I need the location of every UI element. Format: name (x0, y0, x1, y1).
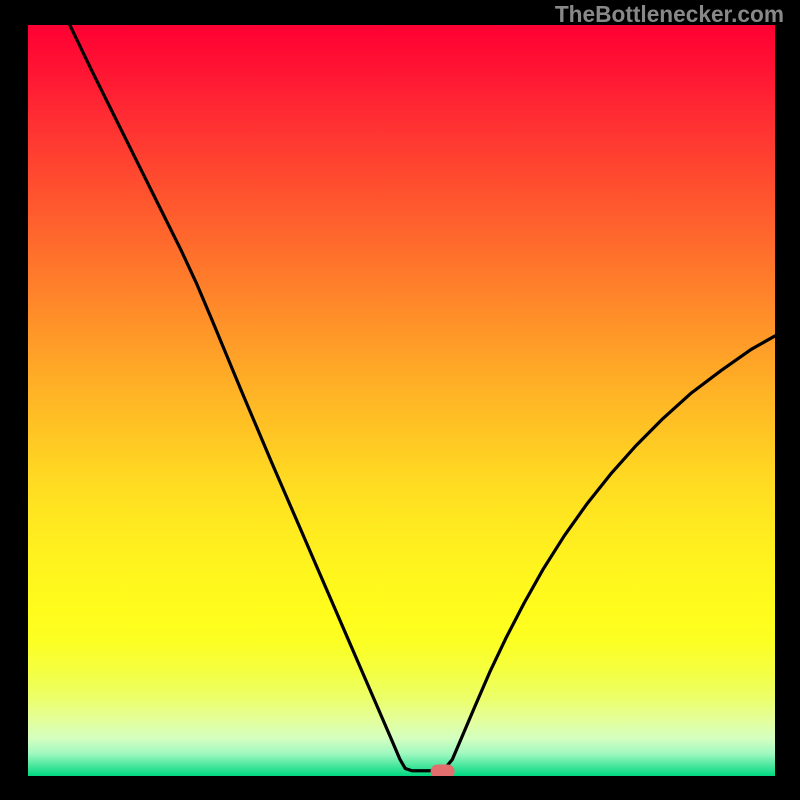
bottleneck-chart (28, 25, 775, 776)
watermark-text: TheBottlenecker.com (555, 1, 784, 28)
optimal-point-marker (431, 764, 455, 776)
chart-frame: TheBottlenecker.com (0, 0, 800, 800)
gradient-background (28, 25, 775, 776)
